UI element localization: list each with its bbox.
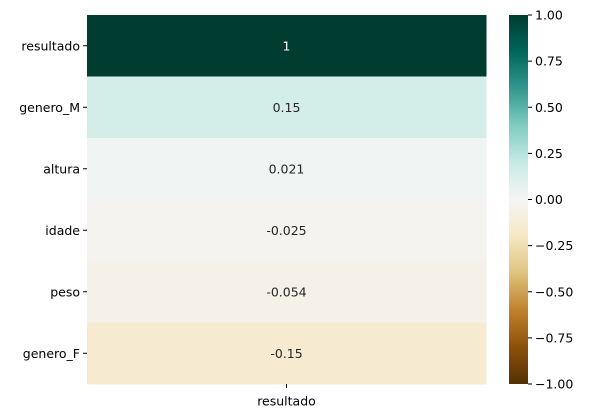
colorbar: 1.00 0.75 0.50 0.25 0.00 −0.25 −0.50 −0.75 −1.00	[509, 8, 573, 392]
colorbar-gradient	[509, 15, 528, 384]
cell-value-label: 1	[283, 38, 291, 53]
colorbar-tick-label: 0.25	[535, 146, 563, 161]
column-tick-label: resultado	[257, 394, 316, 409]
heatmap-cell	[87, 76, 487, 139]
heatmap-cell	[87, 199, 487, 262]
heatmap-cell	[87, 261, 487, 323]
row-tick-label: resultado	[21, 38, 80, 53]
cell-value-label: 0.021	[269, 161, 305, 176]
colorbar-tick-label: 1.00	[535, 8, 563, 23]
cell-value-label: 0.15	[273, 100, 301, 115]
colorbar-tick-label: 0.00	[535, 192, 563, 207]
colorbar-tick-label: −1.00	[535, 377, 573, 392]
row-tick-label: idade	[45, 223, 80, 238]
cell-value-label: -0.025	[266, 223, 306, 238]
column-tick-labels: resultado	[257, 384, 316, 409]
colorbar-tick-label: 0.50	[535, 100, 563, 115]
heatmap-cells: 1 0.15 0.021 -0.025 -0.054 -0.15	[87, 15, 487, 385]
colorbar-tick-label: −0.50	[535, 284, 573, 299]
colorbar-tick-label: 0.75	[535, 54, 563, 69]
heatmap-cell	[87, 15, 487, 77]
heatmap-cell	[87, 322, 487, 385]
colorbar-ticks: 1.00 0.75 0.50 0.25 0.00 −0.25 −0.50 −0.75 −1.00	[528, 8, 573, 392]
cell-value-label: -0.054	[266, 284, 306, 299]
row-tick-label: genero_M	[19, 100, 80, 115]
heatmap-cell	[87, 138, 487, 200]
row-tick-label: peso	[50, 284, 80, 299]
row-tick-label: altura	[43, 161, 80, 176]
cell-value-label: -0.15	[270, 346, 302, 361]
colorbar-tick-label: −0.25	[535, 238, 573, 253]
colorbar-tick-label: −0.75	[535, 330, 573, 345]
row-tick-label: genero_F	[23, 346, 80, 361]
